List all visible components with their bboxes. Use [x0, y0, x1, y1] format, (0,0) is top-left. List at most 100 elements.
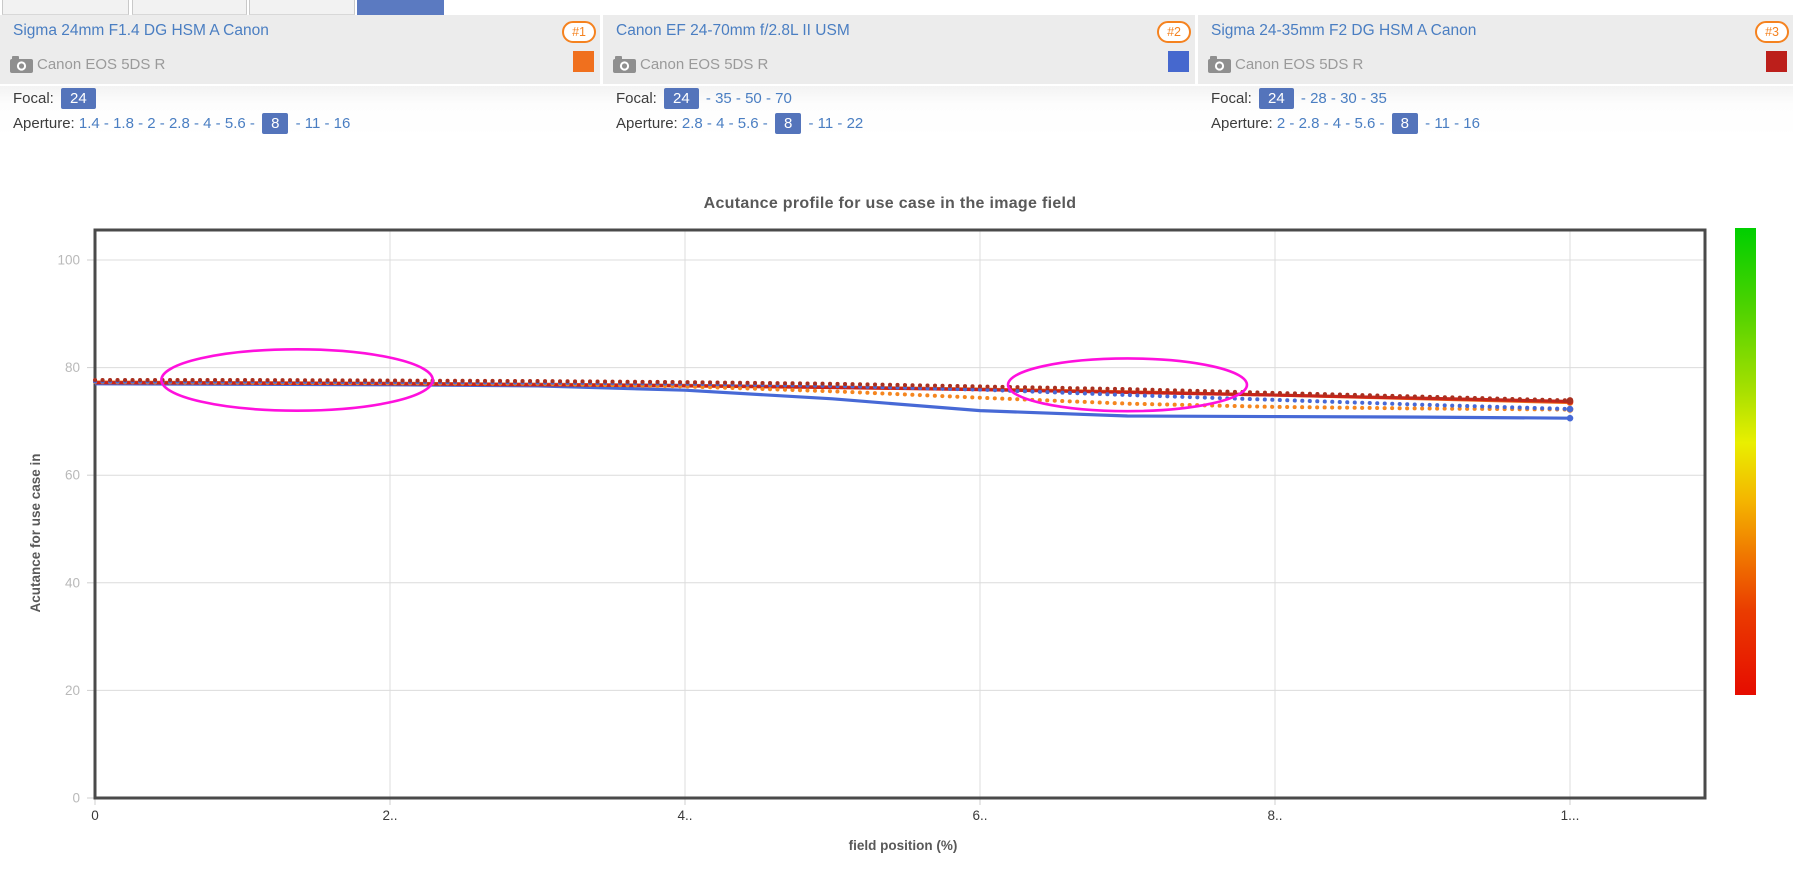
camera-row[interactable]: Canon EOS 5DS R	[613, 53, 768, 75]
separator: -	[702, 115, 717, 132]
selectors-lens-3: Focal: 24 - 28 - 30 - 35 Aperture: 2 - 2…	[1211, 86, 1480, 136]
selectors-lens-2: Focal: 24 - 35 - 50 - 70 Aperture: 2.8 -…	[616, 86, 863, 136]
camera-name: Canon EOS 5DS R	[37, 55, 166, 73]
lens-name-link[interactable]: Sigma 24mm F1.4 DG HSM A Canon	[13, 22, 269, 39]
series-endcap	[1566, 405, 1574, 413]
aperture-option[interactable]: 16	[333, 115, 351, 132]
camera-row[interactable]: Canon EOS 5DS R	[1208, 53, 1363, 75]
lens-color-swatch	[1168, 51, 1189, 72]
aperture-option[interactable]: 4	[203, 115, 212, 132]
acutance-chart: Acutance profile for use case in the ima…	[0, 160, 1793, 876]
aperture-option[interactable]: 11	[1434, 115, 1450, 132]
lens-name-link[interactable]: Sigma 24-35mm F2 DG HSM A Canon	[1211, 22, 1477, 39]
separator: -	[155, 115, 169, 132]
aperture-label: Aperture:	[13, 115, 75, 132]
highlight-ellipse-2	[1006, 357, 1249, 413]
focal-option-selected[interactable]: 24	[61, 88, 96, 109]
separator: -	[1449, 115, 1464, 132]
separator: -	[1285, 115, 1299, 132]
focal-option-selected[interactable]: 24	[664, 88, 699, 109]
aperture-row: Aperture: 1.4 - 1.8 - 2 - 2.8 - 4 - 5.6 …	[13, 111, 350, 136]
tab-1[interactable]	[2, 0, 129, 15]
aperture-option[interactable]: 11	[304, 115, 321, 132]
aperture-row: Aperture: 2.8 - 4 - 5.6 - 8 - 11 - 22	[616, 111, 863, 136]
aperture-option-selected[interactable]: 8	[774, 113, 802, 134]
camera-name: Canon EOS 5DS R	[640, 55, 769, 73]
selectors-lens-1: Focal: 24 Aperture: 1.4 - 1.8 - 2 - 2.8 …	[13, 86, 350, 136]
tab-3[interactable]	[249, 0, 355, 15]
separator: -	[1319, 115, 1333, 132]
focal-option[interactable]: 35	[715, 90, 732, 107]
lens-panel-3: Sigma 24-35mm F2 DG HSM A Canon #3 Canon…	[1198, 15, 1793, 84]
quality-gradient-bar	[1735, 228, 1756, 695]
y-tick-label: 100	[57, 253, 80, 268]
separator: -	[211, 115, 225, 132]
aperture-option-selected[interactable]: 8	[262, 113, 289, 134]
tab-4-active[interactable]	[357, 0, 444, 15]
y-tick-label: 60	[65, 468, 80, 483]
focal-row: Focal: 24	[13, 86, 350, 111]
aperture-option[interactable]: 22	[846, 115, 864, 132]
x-tick-label: 4..	[677, 808, 692, 823]
aperture-option[interactable]: 4	[1332, 115, 1342, 132]
focal-label: Focal:	[616, 90, 657, 107]
aperture-option[interactable]: 5.6	[1354, 115, 1376, 132]
x-tick-label: 0	[91, 808, 99, 823]
focal-option[interactable]: 28	[1310, 90, 1327, 107]
aperture-option[interactable]: 5.6	[737, 115, 759, 132]
separator: -	[1421, 115, 1435, 132]
lens-color-swatch	[573, 51, 594, 72]
focal-option-selected[interactable]: 24	[1259, 88, 1294, 109]
y-tick-label: 80	[65, 360, 80, 375]
lens-name-link[interactable]: Canon EF 24-70mm f/2.8L II USM	[616, 22, 850, 39]
series-endcap	[1566, 414, 1574, 422]
focal-option[interactable]: 70	[775, 90, 792, 107]
selector-strip: Focal: 24 Aperture: 1.4 - 1.8 - 2 - 2.8 …	[0, 86, 1793, 138]
separator: -	[1375, 115, 1389, 132]
separator: -	[1356, 90, 1371, 107]
top-tab-bar	[0, 0, 1793, 15]
rank-badge: #2	[1157, 21, 1191, 43]
aperture-option[interactable]: 11	[817, 115, 834, 132]
aperture-option[interactable]: 2	[147, 115, 156, 132]
focal-option[interactable]: 50	[745, 90, 762, 107]
series-dotted-5	[93, 377, 1572, 403]
camera-icon	[613, 55, 636, 73]
separator: -	[133, 115, 148, 132]
separator: -	[189, 115, 204, 132]
focal-label: Focal:	[1211, 90, 1252, 107]
y-tick-label: 20	[65, 683, 80, 698]
focal-option[interactable]: 35	[1370, 90, 1387, 107]
camera-icon	[10, 55, 33, 73]
focal-label: Focal:	[13, 90, 54, 107]
separator: -	[833, 115, 847, 132]
aperture-option[interactable]: 16	[1463, 115, 1480, 132]
aperture-option[interactable]: 2.8	[1298, 115, 1320, 132]
gridlines	[87, 230, 1705, 805]
separator: -	[731, 90, 746, 107]
aperture-option[interactable]: 2.8	[681, 115, 703, 132]
y-axis-label: Acutance for use case in	[28, 453, 43, 612]
aperture-option[interactable]: 1.4	[78, 115, 100, 132]
separator: -	[758, 115, 772, 132]
aperture-option[interactable]: 1.8	[113, 115, 134, 132]
chart-title: Acutance profile for use case in the ima…	[704, 195, 1077, 212]
separator: -	[1326, 90, 1341, 107]
tab-2[interactable]	[132, 0, 247, 15]
aperture-option[interactable]: 2	[1276, 115, 1286, 132]
aperture-option-selected[interactable]: 8	[1391, 113, 1418, 134]
series-endcap	[1566, 397, 1574, 404]
aperture-option[interactable]: 2.8	[168, 115, 190, 132]
focal-option[interactable]: 30	[1340, 90, 1357, 107]
lens-color-swatch	[1766, 51, 1787, 72]
y-tick-label: 0	[72, 791, 80, 806]
camera-row[interactable]: Canon EOS 5DS R	[10, 53, 165, 75]
aperture-option[interactable]: 5.6	[224, 115, 246, 132]
aperture-option[interactable]: 4	[716, 115, 725, 132]
lens-panel-2: Canon EF 24-70mm f/2.8L II USM #2 Canon …	[603, 15, 1195, 84]
separator: -	[99, 115, 114, 132]
y-tick-label: 40	[65, 575, 80, 590]
series-dotted-3	[93, 379, 1572, 412]
separator: -	[320, 115, 334, 132]
x-axis-label: field position (%)	[849, 838, 958, 853]
